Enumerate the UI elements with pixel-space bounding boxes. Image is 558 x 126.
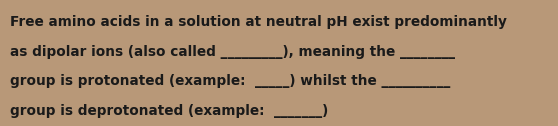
Text: as dipolar ions (also called _________), meaning the ________: as dipolar ions (also called _________),…: [10, 45, 455, 59]
Text: group is protonated (example:  _____) whilst the __________: group is protonated (example: _____) whi…: [10, 74, 450, 88]
Text: Free amino acids in a solution at neutral pH exist predominantly: Free amino acids in a solution at neutra…: [10, 15, 507, 29]
Text: group is deprotonated (example:  _______): group is deprotonated (example: _______): [10, 104, 328, 118]
